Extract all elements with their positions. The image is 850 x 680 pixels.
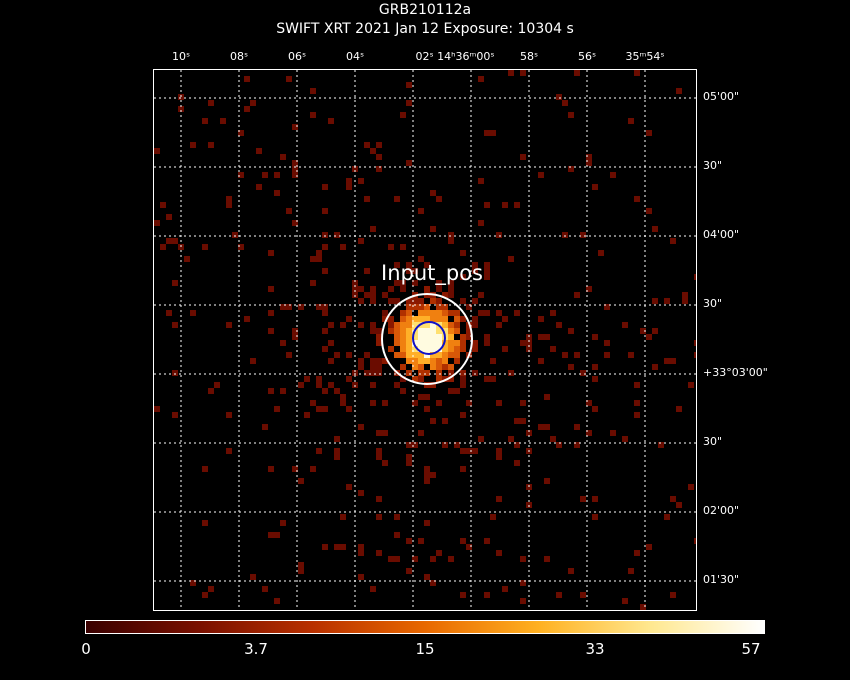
colorbar-tick-label: 57 — [741, 640, 761, 658]
xray-image: Input_pos — [154, 70, 696, 610]
image-title: GRB210112a — [378, 2, 472, 18]
colorbar-tick-label: 15 — [415, 640, 435, 658]
dec-tick-label: 01'30" — [703, 573, 740, 586]
dec-tick-label: 05'00" — [703, 90, 740, 103]
coordinate-grid — [154, 70, 696, 610]
position-error-circle — [412, 321, 446, 355]
dec-tick-label: 30" — [703, 435, 723, 448]
ra-tick-label: 58ˢ — [519, 50, 539, 63]
dec-tick-label: 02'00" — [703, 504, 740, 517]
dec-tick-label: 30" — [703, 297, 723, 310]
colorbar-tick-label: 3.7 — [244, 640, 268, 658]
image-subtitle: SWIFT XRT 2021 Jan 12 Exposure: 10304 s — [276, 21, 574, 37]
ra-tick-label: 56ˢ — [577, 50, 597, 63]
dec-tick-label: +33°03'00" — [703, 366, 768, 379]
ra-tick-label: 06ˢ — [287, 50, 307, 63]
dec-tick-label: 04'00" — [703, 228, 740, 241]
ra-tick-label: 04ˢ — [345, 50, 365, 63]
colorbar-tick-label: 0 — [81, 640, 91, 658]
source-region-circle — [381, 293, 473, 385]
ra-tick-label: 35ᵐ54ˢ — [625, 50, 665, 63]
photon-counts — [154, 70, 696, 610]
ra-tick-label: 10ˢ — [171, 50, 191, 63]
colorbar-tick-label: 33 — [585, 640, 605, 658]
colorbar — [85, 620, 765, 634]
region-label: Input_pos — [381, 261, 483, 286]
dec-tick-label: 30" — [703, 159, 723, 172]
xray-image-panel: Input_pos — [153, 69, 697, 611]
ra-tick-label: 08ˢ — [229, 50, 249, 63]
ra-tick-label: 02ˢ 14ʰ36ᵐ00ˢ — [415, 50, 495, 63]
